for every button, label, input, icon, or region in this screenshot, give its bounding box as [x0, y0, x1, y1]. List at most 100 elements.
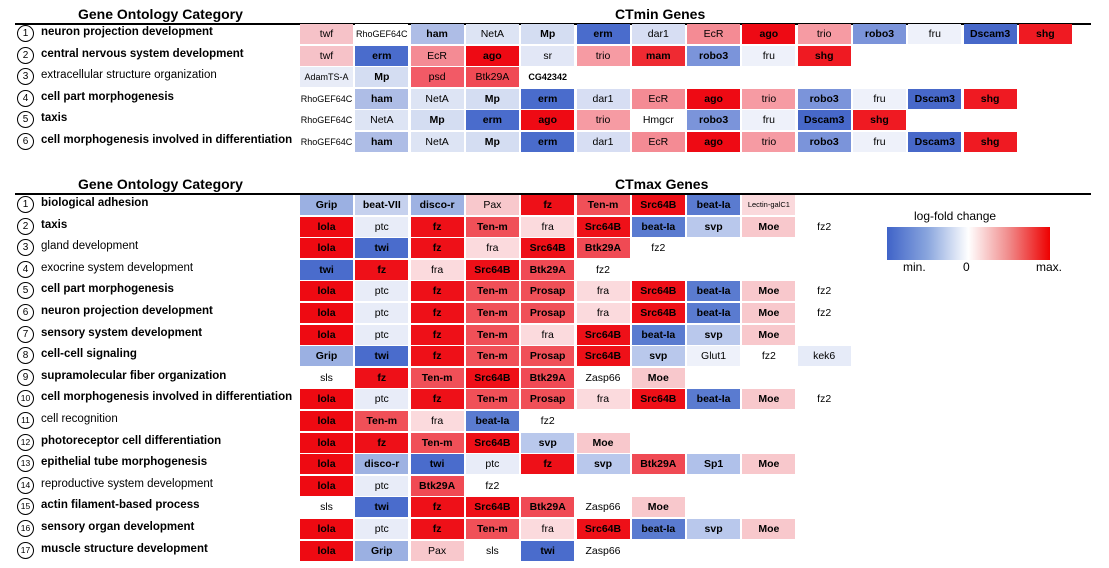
row-number-badge: 4	[17, 260, 34, 278]
gene-cell: fz	[410, 389, 464, 410]
gene-cell: fz	[410, 216, 464, 237]
go-category-label: muscle structure development	[41, 542, 208, 555]
gene-cell: ham	[355, 132, 409, 152]
row-number-badge: 11	[17, 412, 34, 429]
table-row: 10 cell morphogenesis involved in differe…	[0, 389, 1109, 410]
go-category-label: sensory system development	[41, 326, 203, 339]
gene-cell: fz2	[521, 411, 575, 431]
gene-cell: fra	[410, 411, 464, 431]
gene-cell: Prosap	[521, 346, 575, 367]
gene-cell: twi	[355, 346, 409, 367]
gene-cell: twf	[300, 24, 353, 44]
gene-cell: svp	[631, 346, 685, 367]
gene-cell: fz	[410, 346, 464, 367]
row-number-badge: 13	[17, 455, 34, 473]
gene-cell: Ten-m	[465, 389, 519, 410]
row-number-badge: 5	[17, 282, 34, 300]
gene-cell: Moe	[742, 216, 796, 237]
gene-cell: trio	[576, 45, 630, 66]
gene-cell: lola	[300, 216, 353, 237]
row-number-badge: 4	[17, 89, 34, 107]
row-number-badge: 8	[17, 347, 34, 365]
gene-cell: Src64B	[465, 367, 519, 388]
gene-cell: Moe	[742, 389, 796, 410]
gene-cell: fra	[465, 238, 519, 259]
gene-cell: fz	[355, 432, 409, 453]
gene-cell: Ten-m	[465, 324, 519, 345]
gene-cell: Grip	[355, 540, 409, 561]
go-category-label: cell part morphogenesis	[41, 283, 174, 296]
gene-cell: Moe	[576, 432, 630, 453]
table-row: 6 cell morphogenesis involved in differen…	[0, 132, 1109, 153]
gene-cell: Mp	[465, 88, 519, 109]
gene-cell: twi	[300, 259, 353, 280]
bottom-divider	[15, 193, 1091, 195]
bottom-genes-header: CTmax Genes	[615, 176, 709, 192]
gene-cell: lola	[300, 454, 353, 475]
table-row: 17 muscle structure development lola Grip Pa…	[0, 540, 1109, 562]
gene-cell: Prosap	[521, 303, 575, 323]
gene-cell: robo3	[687, 45, 741, 66]
bottom-category-header: Gene Ontology Category	[78, 176, 243, 192]
table-row: 8 cell-cell signaling Grip twi fz Ten-m Prosap…	[0, 346, 1109, 367]
gene-cell: Zasp66	[576, 540, 630, 561]
gene-cell: ptc	[355, 519, 409, 539]
gene-cell: Mp	[465, 132, 519, 152]
gene-cell: Prosap	[521, 389, 575, 410]
gene-cell: Zasp66	[576, 367, 630, 388]
gene-cell: Src64B	[576, 519, 630, 539]
gene-cell: lola	[300, 519, 353, 539]
gene-cell: ham	[355, 88, 409, 109]
gene-cell: shg	[963, 88, 1017, 109]
gene-cell: ago	[687, 132, 741, 152]
gene-cell: trio	[797, 24, 851, 44]
legend-color-scale	[887, 227, 1050, 260]
row-number-badge: 12	[17, 433, 34, 451]
table-row: 1 biological adhesion Grip beat-VII disco-r P…	[0, 195, 1109, 216]
gene-cell: erm	[465, 110, 519, 131]
table-row: 2 taxis lola ptc fz Ten-m fra Src64B beat-Ia svp M…	[0, 216, 1109, 238]
gene-cell: robo3	[687, 110, 741, 131]
row-number-badge: 2	[17, 217, 34, 235]
gene-cell: ptc	[355, 324, 409, 345]
table-row: 11 cell recognition lola Ten-m fra beat-Ia fz2	[0, 411, 1109, 432]
gene-cell: NetA	[465, 24, 519, 44]
gene-cell: lola	[300, 281, 353, 302]
gene-cell: ham	[410, 24, 464, 44]
gene-cell: fru	[742, 110, 796, 131]
gene-cell: Dscam3	[797, 110, 851, 131]
row-number-badge: 6	[17, 133, 34, 150]
gene-cell: Src64B	[576, 346, 630, 367]
gene-cell: Src64B	[576, 324, 630, 345]
row-number-badge: 9	[17, 368, 34, 386]
gene-cell: twi	[521, 540, 575, 561]
gene-cell: sls	[465, 540, 519, 561]
gene-cell: fz	[521, 454, 575, 475]
gene-cell: svp	[687, 324, 741, 345]
gene-cell: fz2	[797, 281, 851, 302]
gene-cell: fz2	[797, 216, 851, 237]
gene-cell: mam	[631, 45, 685, 66]
legend-title: log-fold change	[914, 209, 997, 223]
gene-cell: Src64B	[521, 238, 575, 259]
gene-cell: fz2	[465, 475, 519, 496]
gene-cell: svp	[687, 216, 741, 237]
gene-cell: Lectin-galC1	[742, 195, 796, 215]
gene-cell: fz	[410, 238, 464, 259]
gene-cell: robo3	[797, 88, 851, 109]
gene-cell: Src64B	[465, 432, 519, 453]
gene-cell: disco-r	[410, 195, 464, 215]
gene-cell: Ten-m	[576, 195, 630, 215]
gene-cell: robo3	[797, 132, 851, 152]
gene-cell: Grip	[300, 346, 353, 367]
gene-cell: Ten-m	[410, 432, 464, 453]
gene-cell: Btk29A	[576, 238, 630, 259]
gene-cell: Btk29A	[521, 367, 575, 388]
gene-cell: svp	[576, 454, 630, 475]
go-category-label: reproductive system development	[41, 477, 213, 490]
gene-cell: ptc	[355, 281, 409, 302]
gene-cell: Moe	[742, 454, 796, 475]
gene-cell: trio	[576, 110, 630, 131]
gene-cell: ptc	[355, 475, 409, 496]
table-row: 15 actin filament-based process sls twi fz Sr…	[0, 497, 1109, 518]
